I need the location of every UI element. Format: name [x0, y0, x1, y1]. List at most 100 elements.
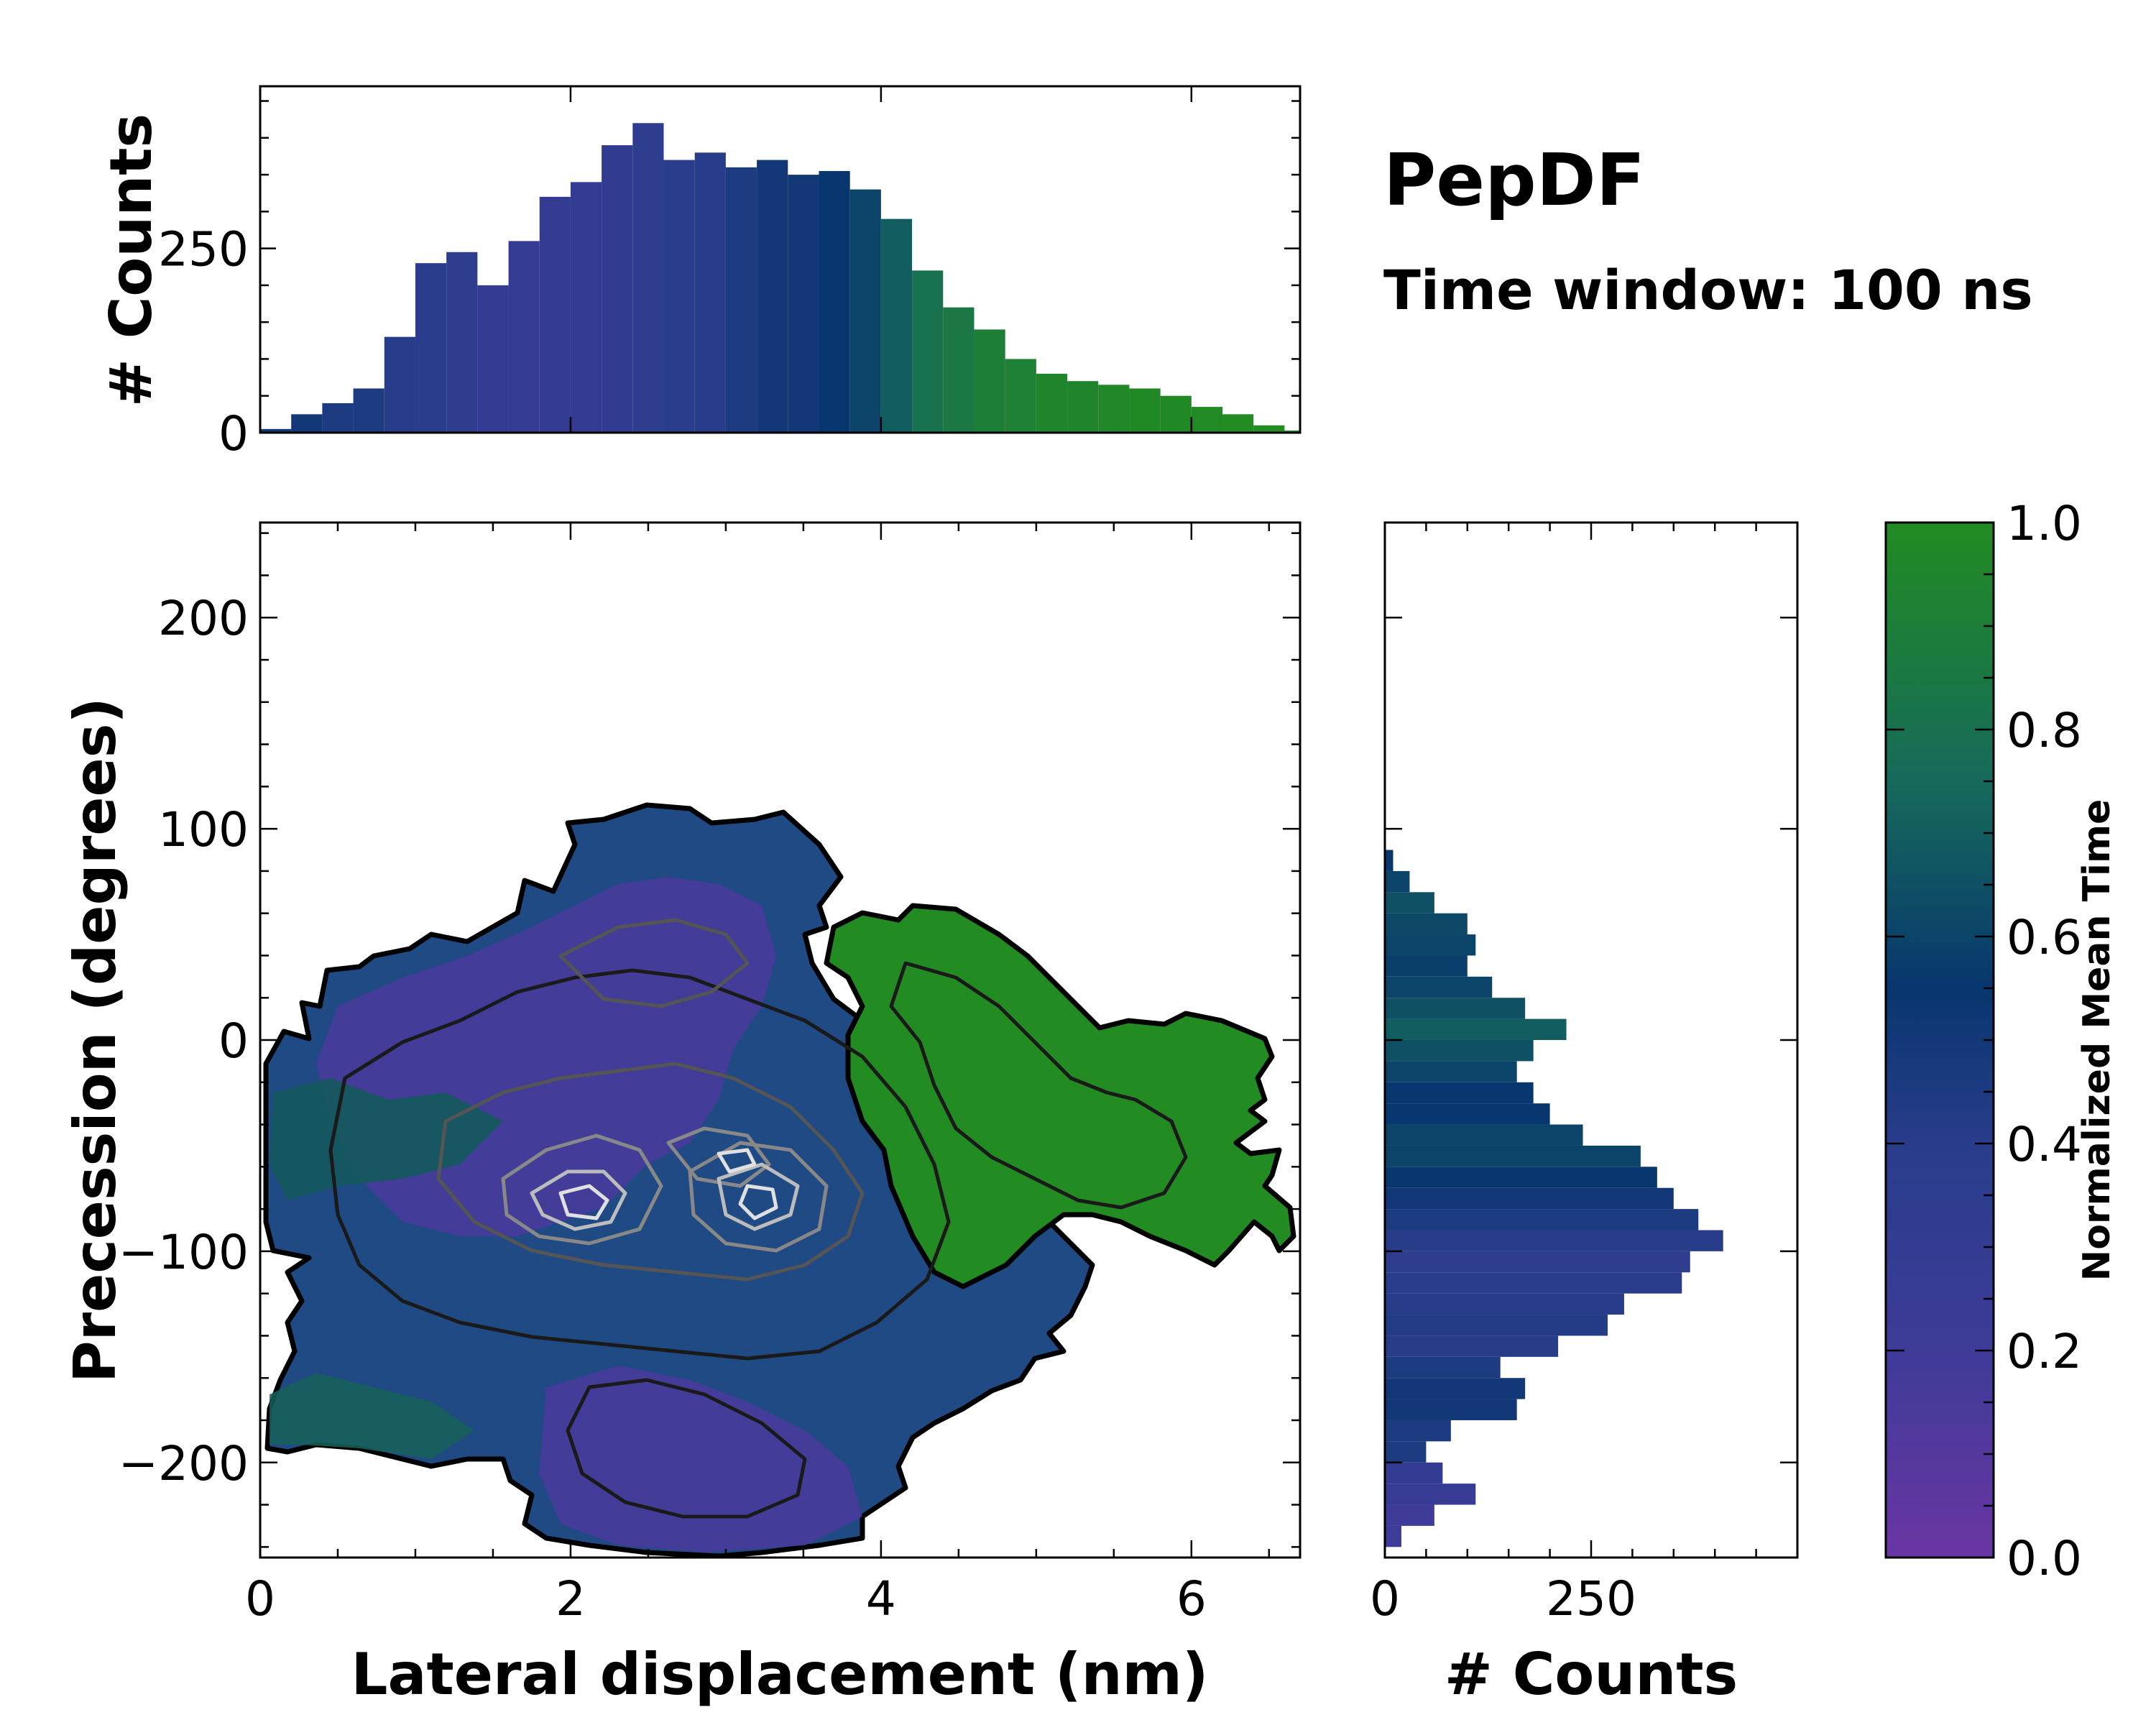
- top-histogram-bar: [725, 167, 757, 433]
- right-histogram-bar: [1385, 1082, 1534, 1104]
- main-plot: 0 2 4 6 −200 −100 0 100 200 Lateral displacemen…: [62, 521, 1302, 1708]
- colorbar-tick-label: 0.0: [2007, 1531, 2082, 1586]
- top-histogram-bar: [632, 123, 664, 433]
- right-histogram-bar: [1385, 1251, 1690, 1273]
- right-histogram-bar: [1385, 955, 1468, 977]
- top-histogram-bar: [508, 241, 540, 433]
- right-histogram-bar: [1385, 1124, 1583, 1146]
- right-histogram-bar: [1385, 1061, 1517, 1082]
- main-plot-ylabel: Precession (degrees): [62, 697, 129, 1383]
- main-plot-xtick-label: 0: [245, 1571, 275, 1627]
- right-histogram-bar: [1385, 892, 1434, 914]
- colorbar-tick-label: 0.8: [2007, 703, 2082, 758]
- top-histogram-bar: [1222, 414, 1254, 433]
- right-histogram-bar: [1385, 1378, 1526, 1399]
- right-histogram-bar: [1385, 913, 1468, 935]
- right-histogram-bar: [1385, 850, 1393, 871]
- top-histogram-bar: [1253, 425, 1285, 433]
- right-histogram-xtick-label: 250: [1546, 1571, 1636, 1627]
- right-histogram-xtick-label: 0: [1370, 1571, 1400, 1627]
- heatmap-region-early-low: [539, 1366, 862, 1552]
- top-histogram-ylabel: # Counts: [98, 114, 165, 407]
- heatmap-region-teal: [270, 1078, 503, 1200]
- top-histogram-bar: [570, 182, 602, 433]
- top-histogram-ticks: 0 250: [158, 86, 1300, 461]
- right-histogram-bar: [1385, 1293, 1624, 1315]
- right-histogram-bar: [1385, 1040, 1534, 1062]
- right-histogram-bar: [1385, 1399, 1517, 1420]
- top-histogram-bar: [849, 189, 881, 433]
- main-plot-ytick-label: −200: [119, 1436, 249, 1491]
- colorbar-tick-label: 0.4: [2007, 1117, 2082, 1172]
- figure-subtitle: Time window: 100 ns: [1383, 258, 2033, 322]
- top-histogram-bar: [322, 402, 354, 433]
- top-histogram-bars: [260, 123, 1300, 433]
- right-histogram-bar: [1385, 1209, 1699, 1230]
- main-plot-xtick-labels: 0 2 4 6: [245, 1571, 1207, 1627]
- right-histogram-bar: [1385, 998, 1526, 1019]
- main-plot-xtick-label: 6: [1176, 1571, 1207, 1627]
- right-histogram-bar: [1385, 1145, 1641, 1167]
- right-histogram-bar: [1385, 1420, 1451, 1442]
- main-plot-frame: [259, 521, 1302, 1559]
- top-histogram-ytick-label: 250: [158, 222, 249, 277]
- top-histogram-frame: [259, 85, 1302, 434]
- right-histogram-bar: [1385, 1356, 1501, 1379]
- figure-title: PepDF: [1383, 138, 1645, 222]
- colorbar-ticks: 0.0 0.2 0.4 0.6 0.8 1.0: [1886, 496, 2082, 1586]
- heatmap-region-teal-low: [270, 1373, 474, 1459]
- colorbar: 0.0 0.2 0.4 0.6 0.8 1.0 Normalized Mean Time: [1884, 496, 2119, 1586]
- top-histogram-bar: [384, 336, 415, 433]
- right-histogram-bar: [1385, 976, 1493, 998]
- right-histogram-bar: [1385, 870, 1410, 893]
- top-histogram-bar: [1284, 430, 1300, 433]
- top-histogram-bar: [757, 160, 788, 433]
- colorbar-label: Normalized Mean Time: [2076, 799, 2119, 1282]
- right-histogram-bars: [1385, 850, 1723, 1547]
- right-histogram: 0 250 # Counts: [1370, 521, 1799, 1708]
- top-histogram-bar: [1005, 359, 1036, 433]
- main-plot-ytick-label: 0: [218, 1013, 249, 1069]
- top-histogram-bar: [415, 263, 447, 433]
- right-histogram-bar: [1385, 1525, 1401, 1547]
- right-histogram-bar: [1385, 1462, 1443, 1484]
- top-histogram-bar: [663, 160, 695, 433]
- right-histogram-bar: [1385, 1187, 1674, 1210]
- top-histogram-bar: [291, 414, 323, 433]
- main-plot-ytick-label: −100: [119, 1225, 249, 1280]
- top-histogram-bar: [788, 175, 819, 433]
- top-histogram-bar: [1160, 395, 1192, 433]
- top-histogram-bar: [446, 252, 478, 433]
- right-histogram-bar: [1385, 1018, 1567, 1040]
- top-histogram-bar: [1098, 385, 1130, 433]
- top-histogram-bar: [1036, 373, 1068, 433]
- right-histogram-xtick-labels: 0 250: [1370, 1571, 1636, 1627]
- right-histogram-bar: [1385, 1504, 1434, 1526]
- colorbar-tick-label: 0.6: [2007, 910, 2082, 965]
- top-histogram-ytick-label: 0: [218, 406, 249, 461]
- main-plot-ytick-labels: −200 −100 0 100 200: [119, 591, 249, 1491]
- top-histogram-bar: [694, 152, 726, 433]
- heatmap-region-late: [824, 903, 1296, 1289]
- right-histogram-bar: [1385, 1441, 1427, 1463]
- right-histogram-bar: [1385, 1230, 1723, 1251]
- density-contours: [328, 918, 1188, 1519]
- top-histogram-bar: [880, 218, 913, 433]
- main-plot-xtick-label: 2: [556, 1571, 586, 1627]
- main-plot-ytick-label: 100: [158, 802, 249, 857]
- main-plot-xtick-label: 4: [866, 1571, 896, 1627]
- right-histogram-bar: [1385, 1272, 1682, 1294]
- top-histogram-bar: [260, 428, 292, 433]
- top-histogram-bar: [1067, 381, 1099, 433]
- top-histogram-bar: [353, 388, 384, 433]
- right-histogram-bar: [1385, 1167, 1657, 1188]
- top-histogram-bar: [819, 170, 850, 433]
- colorbar-tick-label: 0.2: [2007, 1324, 2082, 1379]
- top-histogram-bar: [477, 285, 509, 433]
- main-plot-ytick-label: 200: [158, 591, 249, 646]
- top-histogram-bar: [1191, 407, 1223, 433]
- colorbar-tick-label: 1.0: [2007, 496, 2082, 551]
- top-histogram-bar: [1129, 388, 1161, 433]
- top-histogram-bar: [602, 145, 633, 433]
